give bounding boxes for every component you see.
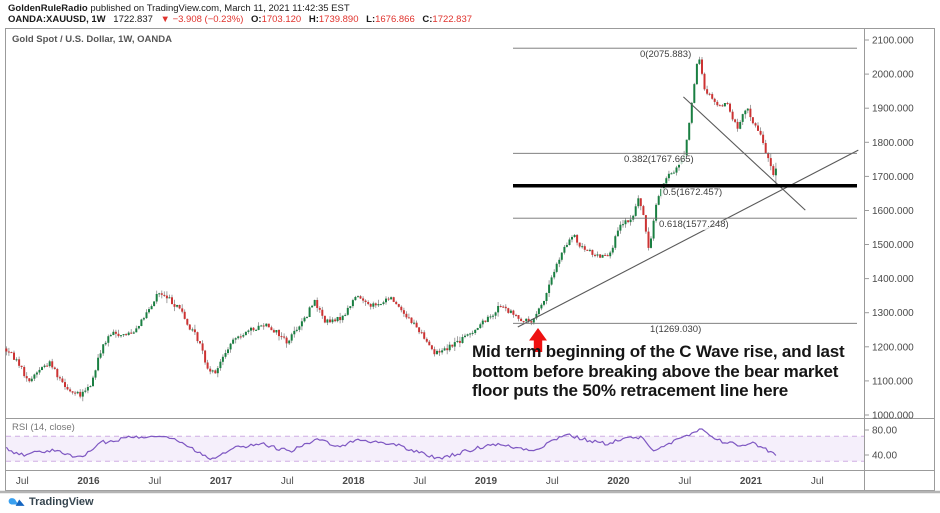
price-axis-tick: 1400.000 [872, 274, 914, 285]
close-label: C: [422, 14, 433, 25]
price-axis-tick: 1900.000 [872, 104, 914, 115]
candlestick-series [5, 56, 777, 402]
price-axis-tick: 1100.000 [872, 376, 913, 387]
rsi-indicator-label: RSI (14, close) [12, 422, 75, 433]
low-label: L: [366, 14, 376, 25]
time-axis-tick: Jul [281, 476, 294, 487]
open-label: O: [251, 14, 262, 25]
high-value: 1739.890 [318, 14, 359, 25]
time-axis-tick: 2020 [607, 476, 630, 487]
price-axis-tick: 1600.000 [872, 206, 914, 217]
tradingview-logo-icon [8, 498, 25, 506]
fib-retracement-lines[interactable] [513, 47, 857, 324]
price-axis-tick: 2000.000 [872, 70, 914, 81]
chart-title: Gold Spot / U.S. Dollar, 1W, OANDA [12, 34, 172, 45]
fib-level-label: 0.5(1672.457) [661, 187, 725, 199]
last-price: 1722.837 [113, 14, 153, 25]
chart-frame [0, 28, 940, 494]
price-axis-tick: 1800.000 [872, 138, 914, 149]
price-change: ▼ −3.908 (−0.23%) [160, 14, 244, 25]
symbol-name: OANDA:XAUUSD, 1W [8, 14, 106, 25]
trendlines[interactable] [517, 96, 859, 328]
time-axis-tick: 2017 [210, 476, 233, 487]
annotation-line: floor puts the 50% retracement line here [472, 381, 789, 400]
rsi-line [5, 428, 777, 461]
rsi-axis-tick: 80.00 [872, 426, 897, 437]
close-value: 1722.837 [432, 14, 473, 25]
price-axis-tick: 1700.000 [872, 172, 914, 183]
low-value: 1676.866 [375, 14, 415, 25]
fib-level-label: 1(1269.030) [648, 323, 704, 335]
price-axis-tick: 1200.000 [872, 342, 914, 353]
price-axis[interactable]: 2100.000 2000.000 1900.000 1800.000 1700.000… [864, 36, 915, 462]
publish-info: published on TradingView.com, March 11, … [87, 3, 350, 14]
annotation-line: Mid term beginning of the C Wave rise, a… [472, 342, 845, 361]
price-axis-tick: 2100.000 [872, 36, 914, 47]
publish-header: GoldenRuleRadio published on TradingView… [8, 3, 350, 14]
price-axis-tick: 1500.000 [872, 240, 914, 251]
fib-level-label: 0(2075.883) [638, 48, 694, 60]
fib-level-label: 0.618(1577.248) [657, 218, 731, 230]
rsi-axis-tick: 40.00 [872, 451, 897, 462]
annotation-line: bottom before breaking above the bear ma… [472, 361, 839, 381]
tradingview-brand-text: TradingView [29, 496, 94, 508]
time-axis[interactable]: Jul 2016 Jul 2017 Jul 2018 Jul 2019 Jul 2020 Jul 20… [16, 476, 824, 487]
open-value: 1703.120 [261, 14, 302, 25]
time-axis-tick: Jul [413, 476, 426, 487]
time-axis-tick: Jul [16, 476, 29, 487]
annotation-text: Mid term beginning of the C Wave rise, a… [472, 342, 867, 401]
time-axis-tick: 2016 [77, 476, 100, 487]
time-axis-tick: Jul [148, 476, 161, 487]
time-axis-tick: Jul [678, 476, 691, 487]
tradingview-footer[interactable]: TradingView [8, 495, 94, 509]
time-axis-tick: 2019 [475, 476, 498, 487]
fib-level-label: 0.382(1767.665) [622, 153, 696, 165]
time-axis-tick: Jul [811, 476, 824, 487]
red-arrow-marker [529, 328, 547, 352]
time-axis-tick: 2021 [740, 476, 763, 487]
rsi-band [6, 435, 864, 462]
symbol-header: OANDA:XAUUSD, 1W 1722.837 ▼ −3.908 (−0.2… [8, 14, 472, 25]
time-axis-tick: 2018 [342, 476, 365, 487]
price-axis-tick: 1000.000 [872, 411, 914, 422]
time-axis-tick: Jul [546, 476, 559, 487]
high-label: H: [308, 14, 319, 25]
author-name: GoldenRuleRadio [8, 3, 88, 14]
price-axis-tick: 1300.000 [872, 308, 914, 319]
